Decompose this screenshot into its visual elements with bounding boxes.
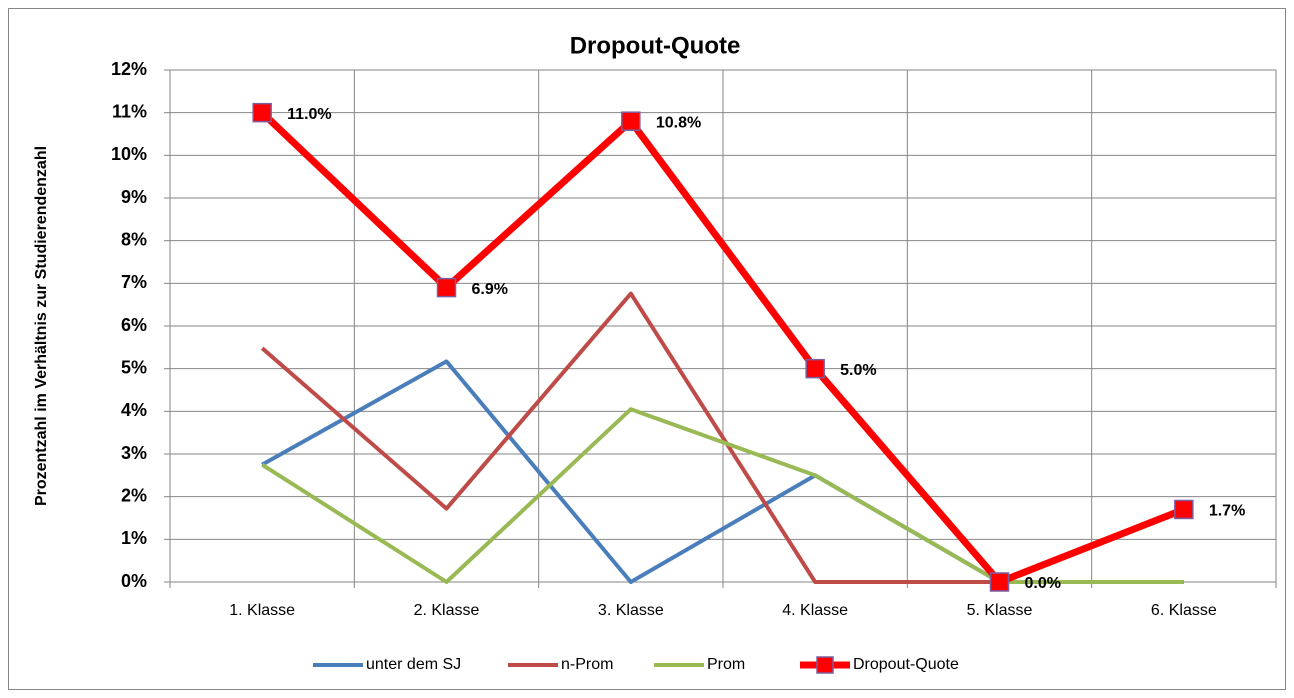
- data-point: [252, 102, 272, 123]
- x-tick-label: 2. Klasse: [414, 602, 480, 619]
- y-tick-label: 8%: [121, 229, 147, 249]
- data-label: 6.9%: [472, 281, 508, 298]
- x-tick-label: 5. Klasse: [967, 602, 1033, 619]
- y-tick-label: 12%: [111, 59, 147, 79]
- data-label: 5.0%: [840, 362, 876, 379]
- y-axis-label: Prozentzahl im Verhältnis zur Studierend…: [33, 146, 50, 506]
- y-tick-label: 3%: [121, 443, 147, 463]
- y-tick-label: 6%: [121, 315, 147, 335]
- chart-border: [8, 8, 1286, 690]
- data-label: 11.0%: [287, 106, 331, 123]
- x-tick-label: 4. Klasse: [782, 602, 848, 619]
- data-point: [989, 572, 1010, 592]
- y-tick-label: 7%: [121, 272, 147, 292]
- legend-label: Prom: [707, 656, 745, 673]
- y-tick-label: 11%: [112, 101, 147, 121]
- data-point: [805, 358, 825, 379]
- chart-title: Dropout-Quote: [570, 32, 741, 59]
- y-tick-label: 9%: [121, 187, 147, 207]
- x-tick-label: 6. Klasse: [1151, 602, 1217, 619]
- data-point: [1174, 499, 1194, 520]
- y-tick-label: 1%: [121, 528, 147, 548]
- data-label: 10.8%: [656, 114, 701, 131]
- x-tick-label: 3. Klasse: [598, 602, 664, 619]
- legend-label: unter dem SJ: [366, 656, 461, 673]
- legend-label: n-Prom: [561, 656, 613, 673]
- y-tick-label: 0%: [121, 571, 147, 591]
- data-label: 0.0%: [1025, 575, 1061, 592]
- data-label: 1.7%: [1209, 503, 1245, 520]
- series-line: [259, 110, 1186, 586]
- legend-marker: [816, 656, 834, 674]
- y-tick-label: 5%: [121, 357, 147, 377]
- y-tick-label: 10%: [111, 144, 147, 164]
- series-line: [261, 407, 1184, 584]
- data-point: [621, 111, 641, 131]
- y-tick-label: 4%: [121, 400, 147, 420]
- legend-label: Dropout-Quote: [853, 656, 959, 673]
- x-tick-label: 1. Klasse: [229, 602, 295, 619]
- data-point: [436, 277, 457, 298]
- y-tick-label: 2%: [121, 485, 147, 505]
